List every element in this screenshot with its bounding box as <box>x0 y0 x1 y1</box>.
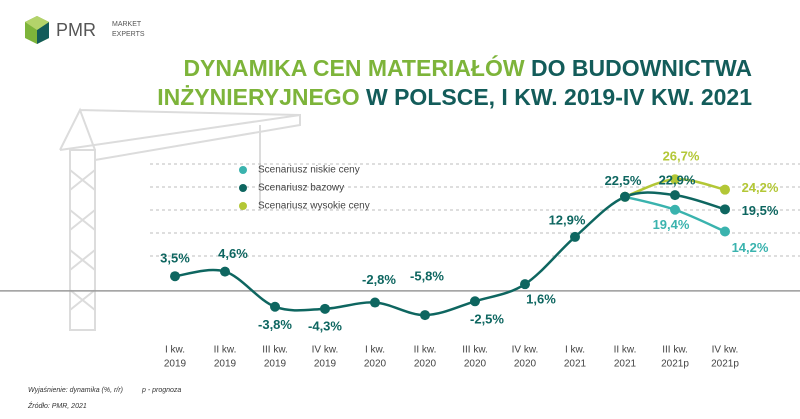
data-point <box>420 310 430 321</box>
x-tick-label: I kw. <box>365 345 385 356</box>
data-label: 12,9% <box>549 212 586 227</box>
x-tick-label: 2021 <box>614 359 637 370</box>
x-tick-label: 2020 <box>514 359 537 370</box>
data-point <box>270 301 280 312</box>
data-point <box>670 204 680 215</box>
data-point <box>320 303 330 314</box>
title-part: W POLSCE, I KW. 2019-IV KW. 2021 <box>360 84 753 110</box>
data-point <box>370 297 380 308</box>
guide-lines <box>150 163 800 257</box>
x-tick-label: 2021p <box>661 359 689 370</box>
x-tick-label: I kw. <box>165 345 185 356</box>
data-point <box>720 184 730 195</box>
data-point <box>720 226 730 237</box>
x-tick-label: I kw. <box>565 345 585 356</box>
title-part: DO BUDOWNICTWA <box>525 55 752 81</box>
logo: PMR MARKET EXPERTS <box>25 16 145 44</box>
legend-label: Scenariusz wysokie ceny <box>258 201 370 212</box>
data-point <box>470 296 480 307</box>
x-tick-label: IV kw. <box>712 345 739 356</box>
data-label: 1,6% <box>526 292 556 307</box>
data-point <box>670 174 680 185</box>
data-point <box>220 266 230 277</box>
chart-title: INŻYNIERYJNEGO W POLSCE, I KW. 2019-IV K… <box>157 84 752 110</box>
data-label: 19,4% <box>653 217 690 232</box>
data-label: -2,8% <box>362 272 396 287</box>
x-tick-label: 2019 <box>164 359 187 370</box>
crane-illustration <box>59 107 301 331</box>
x-tick-label: II kw. <box>614 345 637 356</box>
data-point <box>170 271 180 282</box>
data-label: 4,6% <box>218 246 248 261</box>
logo-name: PMR <box>56 20 96 40</box>
note: Źródło: PMR, 2021 <box>27 401 87 410</box>
x-tick-label: III kw. <box>662 345 688 356</box>
x-tick-label: III kw. <box>262 345 288 356</box>
data-label: 22,5% <box>605 173 642 188</box>
data-point <box>570 231 580 242</box>
data-label: -5,8% <box>410 269 444 284</box>
data-point <box>720 204 730 215</box>
title-part: INŻYNIERYJNEGO <box>157 84 359 110</box>
data-point <box>520 279 530 290</box>
data-label: 26,7% <box>663 149 700 164</box>
legend-marker <box>239 184 247 192</box>
x-tick-label: 2020 <box>364 359 387 370</box>
x-tick-label: 2020 <box>464 359 487 370</box>
data-label: -2,5% <box>470 312 504 327</box>
x-tick-label: IV kw. <box>312 345 339 356</box>
chart-title: DYNAMIKA CEN MATERIAŁÓW DO BUDOWNICTWA <box>183 54 752 81</box>
x-tick-label: 2020 <box>414 359 437 370</box>
data-label: 22,9% <box>659 173 696 188</box>
data-label: -3,8% <box>258 317 292 332</box>
legend-label: Scenariusz niskie ceny <box>258 165 360 176</box>
note: Wyjaśnienie: dynamika (%, r/r) <box>28 387 123 394</box>
legend-label: Scenariusz bazowy <box>258 183 344 194</box>
data-point <box>670 190 680 201</box>
x-tick-label: III kw. <box>462 345 488 356</box>
data-label: -4,3% <box>308 318 342 333</box>
data-point <box>620 191 630 202</box>
data-label: 24,2% <box>742 180 779 195</box>
note: p - prognoza <box>141 387 181 394</box>
x-tick-label: 2021 <box>564 359 587 370</box>
logo-tag: EXPERTS <box>112 31 145 38</box>
logo-tag: MARKET <box>112 21 142 28</box>
x-tick-label: II kw. <box>414 345 437 356</box>
x-tick-label: II kw. <box>214 345 237 356</box>
title-part: DYNAMIKA CEN MATERIAŁÓW <box>183 54 524 81</box>
data-label: 14,2% <box>732 240 769 255</box>
x-tick-label: IV kw. <box>512 345 539 356</box>
legend-marker <box>239 166 247 174</box>
x-tick-label: 2019 <box>214 359 237 370</box>
x-tick-label: 2019 <box>264 359 287 370</box>
data-label: 3,5% <box>160 251 190 266</box>
legend-marker <box>239 202 247 210</box>
x-tick-label: 2021p <box>711 359 739 370</box>
x-tick-label: 2019 <box>314 359 337 370</box>
data-label: 19,5% <box>742 203 779 218</box>
